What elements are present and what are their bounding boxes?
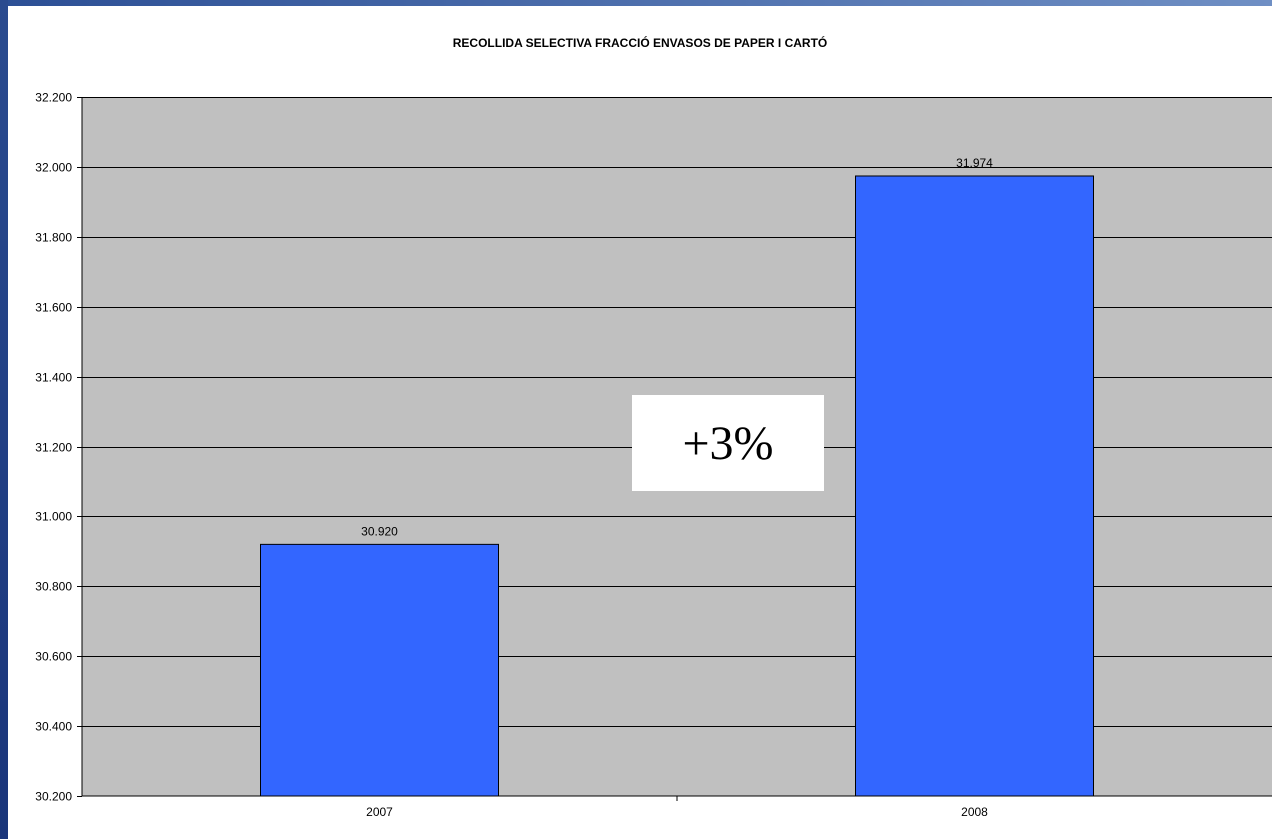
x-tick-label-2007: 2007	[366, 805, 393, 819]
x-axis-labels: 2007 2008	[366, 805, 988, 819]
y-tick-label: 32.000	[35, 161, 72, 175]
y-axis-labels: 30.200 30.400 30.600 30.800 31.000 31.200 31.4…	[35, 91, 72, 804]
bar-2007	[260, 543, 499, 797]
y-tick-label: 31.400	[35, 371, 72, 385]
y-tick-label: 31.800	[35, 231, 72, 245]
y-tick-label: 30.400	[35, 720, 72, 734]
y-tick-label: 30.800	[35, 580, 72, 594]
data-labels: 30.920 31.974	[361, 156, 993, 538]
y-tick-label: 30.600	[35, 650, 72, 664]
data-label-2007: 30.920	[361, 524, 398, 538]
x-tick-label-2008: 2008	[961, 805, 988, 819]
growth-annotation: +3%	[632, 395, 824, 491]
chart-title: RECOLLIDA SELECTIVA FRACCIÓ ENVASOS DE P…	[452, 36, 828, 50]
y-tick-label: 32.200	[35, 91, 72, 105]
y-tick-label: 31.000	[35, 510, 72, 524]
bar-2008	[855, 175, 1094, 797]
bars	[260, 175, 1094, 797]
left-frame-band	[0, 0, 8, 839]
y-tick-label: 30.200	[35, 790, 72, 804]
y-tick-label: 31.600	[35, 301, 72, 315]
data-label-2008: 31.974	[956, 156, 993, 170]
top-frame-band	[0, 0, 1272, 6]
y-tick-label: 31.200	[35, 441, 72, 455]
